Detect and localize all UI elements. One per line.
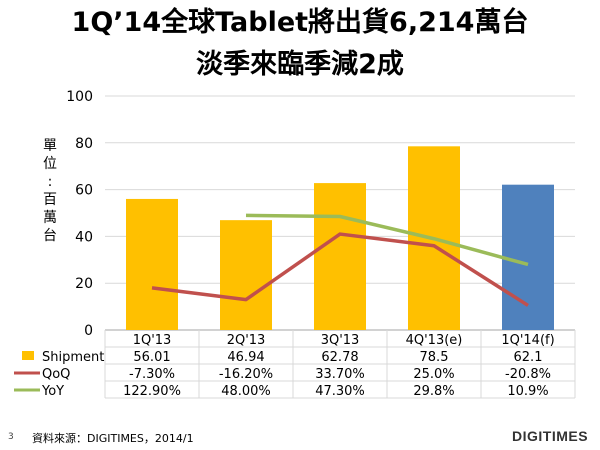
shipment-bar xyxy=(220,220,272,330)
table-cell: 62.78 xyxy=(321,350,358,365)
table-cell: 122.90% xyxy=(123,384,181,399)
table-cell: 25.0% xyxy=(413,367,454,382)
table-cell: 78.5 xyxy=(420,350,449,365)
table-cell: 47.30% xyxy=(315,384,365,399)
shipment-bar xyxy=(314,183,366,330)
shipment-bar xyxy=(502,184,554,330)
table-cell: 62.1 xyxy=(514,350,543,365)
legend-label: QoQ xyxy=(42,367,70,382)
y-axis-label-char: 單 xyxy=(43,138,57,154)
brand-logo: DIGITIMES xyxy=(512,428,589,444)
y-tick-label: 60 xyxy=(75,183,93,199)
y-tick-label: 40 xyxy=(75,229,93,245)
x-tick-label: 1Q'14(f) xyxy=(501,333,554,348)
source-note: 資料來源：DIGITIMES，2014/1 xyxy=(32,432,194,445)
title-line-2: 淡季來臨季減2成 xyxy=(196,49,404,80)
y-axis-label-char: 台 xyxy=(43,228,57,244)
x-tick-label: 2Q'13 xyxy=(227,333,266,348)
x-tick-label: 3Q'13 xyxy=(321,333,360,348)
table-cell: 48.00% xyxy=(221,384,271,399)
x-tick-label: 4Q'13(e) xyxy=(406,333,463,348)
qoq-line xyxy=(151,232,529,307)
table-cell: -20.8% xyxy=(505,367,551,382)
table-cell: 46.94 xyxy=(227,350,264,365)
y-axis-label-char: : xyxy=(48,174,53,190)
legend-label: YoY xyxy=(41,384,64,399)
table-cell: -16.20% xyxy=(219,367,273,382)
table-cell: -7.30% xyxy=(129,367,175,382)
x-tick-label: 1Q'13 xyxy=(133,333,172,348)
y-tick-label: 20 xyxy=(75,276,93,292)
table-cell: 33.70% xyxy=(315,367,365,382)
page-number: 3 xyxy=(8,432,14,442)
y-axis-label-char: 萬 xyxy=(43,210,57,226)
y-tick-label: 0 xyxy=(84,323,93,339)
y-tick-label: 100 xyxy=(66,89,93,105)
table-cell: 56.01 xyxy=(133,350,170,365)
table-cell: 29.8% xyxy=(413,384,454,399)
yoy-line xyxy=(245,213,529,267)
y-axis-label-char: 百 xyxy=(43,192,57,208)
table-cell: 10.9% xyxy=(507,384,548,399)
y-axis-label-char: 位 xyxy=(43,156,57,172)
title-line-1: 1Q’14全球Tablet將出貨6,214萬台 xyxy=(71,7,529,38)
shipment-bar xyxy=(126,198,178,330)
legend-label: Shipment xyxy=(42,350,104,365)
y-tick-label: 80 xyxy=(75,136,93,152)
legend-key-shipment xyxy=(22,351,34,360)
